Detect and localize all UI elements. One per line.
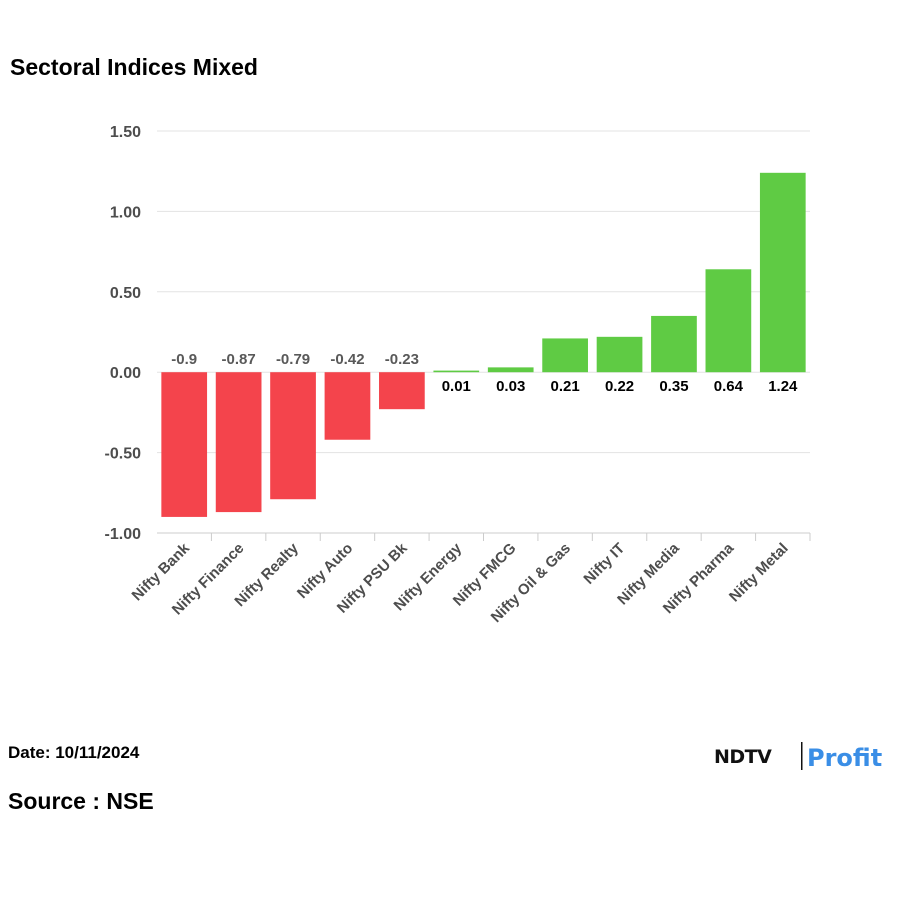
chart-title: Sectoral Indices Mixed	[10, 54, 258, 80]
y-tick-label: 1.00	[110, 204, 141, 221]
y-axis-ticks: 1.50 1.00 0.50 0.00 -0.50 -1.00	[105, 124, 142, 543]
data-label: 1.24	[768, 378, 798, 395]
x-tick-label: Nifty IT	[580, 540, 628, 588]
ndtv-profit-logo: NDTV Profit	[714, 742, 882, 772]
data-label: 0.64	[714, 378, 744, 395]
logo-profit-text: Profit	[807, 744, 882, 772]
date-label: Date: 10/11/2024	[8, 743, 140, 762]
data-label: -0.23	[385, 351, 419, 368]
y-tick-label: -1.00	[105, 526, 142, 543]
data-label: -0.79	[276, 351, 310, 368]
y-tick-label: 0.00	[110, 365, 141, 382]
y-tick-label: 0.50	[110, 285, 141, 302]
bar	[270, 372, 316, 500]
bar	[433, 370, 480, 373]
logo-divider	[801, 742, 803, 770]
bars	[161, 172, 806, 517]
data-labels: -0.9 -0.87 -0.79 -0.42 -0.23 0.01 0.03 0.21 0.22…	[171, 351, 798, 395]
bar	[379, 372, 425, 410]
data-label: 0.21	[551, 378, 580, 395]
bar	[651, 315, 697, 373]
bar	[324, 372, 371, 440]
bar	[487, 367, 534, 373]
y-tick-label: 1.50	[110, 124, 141, 141]
bar	[759, 172, 806, 373]
logo-ndtv-text: NDTV	[714, 746, 772, 768]
source-label: Source : NSE	[8, 788, 154, 814]
data-label: -0.9	[171, 351, 197, 368]
bar	[542, 338, 588, 373]
bar	[215, 372, 262, 513]
y-tick-label: -0.50	[105, 446, 142, 463]
data-label: -0.42	[330, 351, 364, 368]
bar	[596, 336, 643, 373]
x-tick-label: Nifty Metal	[726, 540, 792, 606]
bar	[161, 372, 208, 517]
x-axis	[157, 532, 811, 541]
bar	[705, 269, 752, 373]
data-label: 0.22	[605, 378, 634, 395]
data-label: -0.87	[222, 351, 256, 368]
data-label: 0.35	[659, 378, 688, 395]
data-label: 0.03	[496, 378, 525, 395]
data-label: 0.01	[442, 378, 471, 395]
bar-chart: 1.50 1.00 0.50 0.00 -0.50 -1.00 -0.9 -0.87 -0.7…	[105, 124, 811, 626]
